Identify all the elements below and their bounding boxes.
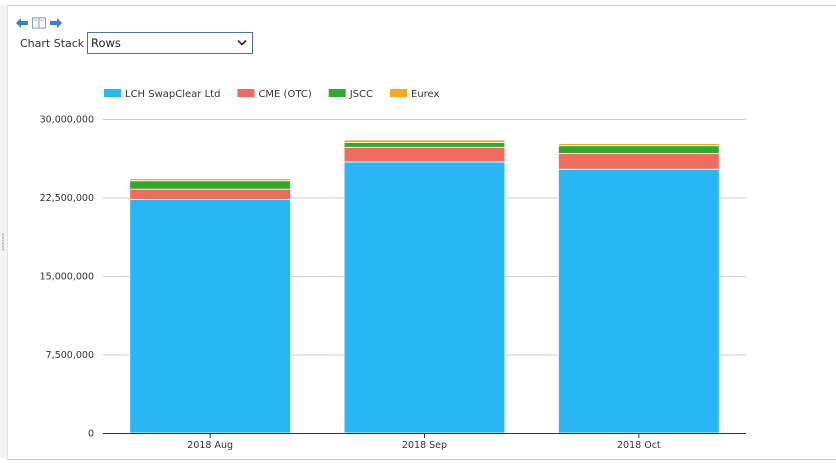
arrow-left-icon[interactable] [15,16,29,30]
x-tick-label: 2018 Sep [402,440,447,451]
x-tick-label: 2018 Oct [617,440,661,451]
bar-segment [558,153,720,170]
legend-label: JSCC [349,89,373,100]
bar-segment [129,178,291,182]
legend-label: LCH SwapClear Ltd [125,89,220,100]
y-tick-label: 30,000,000 [40,115,94,126]
chart-toolbar [15,16,63,30]
bar-segment [129,180,291,190]
chart-panel [7,5,836,460]
y-tick-label: 7,500,000 [46,350,94,361]
bar-segment [129,199,291,434]
y-axis: 0 7,500,000 15,000,000 22,500,000 30,000,000 [40,115,94,440]
resize-handle[interactable] [2,233,4,251]
chart-stack-select[interactable]: Rows [87,32,253,54]
y-tick-label: 22,500,000 [40,193,94,204]
legend-swatch [328,89,346,97]
bar-segment [343,146,506,163]
chart-stack-selected-value: Rows [91,36,121,50]
bar-segment [343,161,506,434]
bar-segment [558,168,720,434]
legend-label: CME (OTC) [258,89,311,100]
x-axis: 2018 Aug 2018 Sep 2018 Oct [103,433,746,451]
x-tick-label: 2018 Aug [187,440,233,451]
bar-segment [343,142,506,148]
chevron-down-icon [237,39,247,46]
legend-swatch [104,89,121,97]
split-panel-icon[interactable] [32,16,46,30]
chart-stack-label: Chart Stack : [20,37,92,50]
legend-swatch [237,89,255,97]
y-tick-label: 15,000,000 [40,272,94,283]
bar-segment [129,188,291,200]
legend-swatch [390,89,407,97]
arrow-right-icon[interactable] [49,16,63,30]
bar-segment [558,145,720,154]
legend-label: Eurex [411,89,440,100]
chart-bars [129,139,720,434]
bar-segment [558,143,720,147]
bar-segment [343,139,506,143]
y-tick-label: 0 [88,429,94,440]
chart-legend: LCH SwapClear Ltd CME (OTC) JSCC Eurex [104,89,440,100]
